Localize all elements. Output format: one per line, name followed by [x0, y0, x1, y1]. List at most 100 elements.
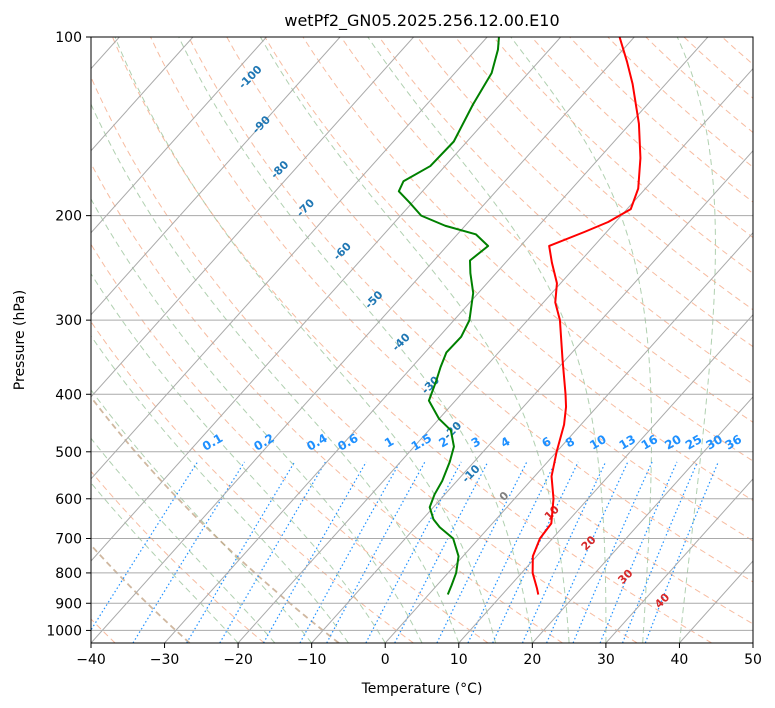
mixing-ratio-label: 8: [563, 434, 577, 450]
dry-adiabat-label: -100: [236, 63, 265, 92]
y-tick-label: 1000: [46, 623, 82, 639]
moist-adiabat-line: [91, 437, 276, 643]
isotherm-line: [91, 37, 194, 152]
y-axis-label: Pressure (hPa): [12, 290, 28, 390]
mixing-ratio-line: [599, 461, 678, 643]
isotherm-line: [679, 560, 753, 643]
isotherm-line: [384, 232, 753, 643]
isotherm-line: [458, 314, 753, 643]
x-tick-label: 30: [597, 652, 615, 668]
mixing-ratio-label: 36: [723, 432, 744, 452]
y-tick-label: 700: [55, 532, 82, 548]
dry-adiabat-line: [91, 76, 638, 643]
dry-adiabat-line: [91, 395, 340, 643]
y-axis-ticks: 100 200 300 400 500 600 700 800 900 1000: [46, 30, 91, 639]
chart-title: wetPf2_GN05.2025.256.12.00.E10: [284, 11, 559, 31]
y-tick-label: 200: [55, 209, 82, 225]
mixing-ratio-label: 0.1: [200, 431, 225, 454]
dry-adiabat-line: [91, 470, 265, 643]
dry-adiabat-line: [645, 37, 753, 134]
y-tick-label: 900: [55, 596, 82, 612]
x-tick-label: −10: [297, 652, 327, 668]
temperature-profile-line: [531, 37, 642, 595]
moist-adiabat-line: [91, 272, 386, 643]
x-tick-label: 50: [744, 652, 762, 668]
moist-adiabat-line: [676, 37, 716, 643]
dry-adiabat-line: [683, 37, 753, 99]
isotherm-line: [311, 149, 753, 643]
x-tick-label: 10: [450, 652, 468, 668]
mixing-ratio-label: 13: [617, 432, 638, 452]
y-tick-label: 500: [55, 445, 82, 461]
isotherm-line: [605, 478, 753, 643]
dry-adiabat-line: [340, 37, 753, 423]
moist-adiabat-line: [91, 198, 423, 643]
x-axis-ticks: −40 −30 −20 −10 0 10 20 30 40 50: [76, 643, 762, 668]
isotherm-line: [91, 37, 562, 562]
y-tick-label: 600: [55, 492, 82, 508]
isotherm-line: [91, 37, 267, 234]
isotherm-line: [237, 67, 753, 643]
x-tick-label: 20: [523, 652, 541, 668]
mixing-ratio-line: [91, 461, 199, 632]
dewpoint-profile-line: [397, 37, 500, 595]
dry-adiabat-line: [454, 37, 753, 311]
y-tick-label: 100: [55, 30, 82, 46]
y-tick-label: 800: [55, 566, 82, 582]
dry-adiabat-line: [721, 37, 753, 65]
mixing-ratio-line: [644, 461, 719, 643]
isotherm-line: [91, 37, 414, 398]
y-tick-label: 400: [55, 387, 82, 403]
dry-adiabat-label: 20: [579, 533, 599, 553]
x-tick-label: −30: [150, 652, 180, 668]
moist-adiabat-line: [91, 482, 239, 643]
mixing-ratio-label: 1.5: [409, 431, 434, 454]
moist-adiabat-line: [178, 37, 533, 643]
dry-adiabat-label: 40: [652, 591, 672, 611]
mixing-ratio-lines: [91, 461, 719, 643]
mixing-ratio-label: 16: [639, 432, 660, 452]
moist-adiabat-line: [259, 37, 570, 643]
mixing-ratio-line: [186, 461, 296, 643]
isotherm-line: [91, 37, 635, 643]
dry-adiabat-line: [111, 37, 713, 643]
mixing-ratio-label: 6: [539, 434, 553, 450]
adiabat-labels: 0.1 0.2 0.4 0.6 1 1.5 2 3 4 6 8 10 13 16 20 25 3036-100-…: [200, 63, 744, 611]
dry-adiabat-line: [607, 37, 753, 168]
x-tick-label: 0: [381, 652, 390, 668]
dry-adiabat-line: [91, 162, 563, 643]
mixing-ratio-line: [365, 461, 462, 643]
isotherm-line: [531, 396, 753, 643]
y-tick-label: 300: [55, 313, 82, 329]
moist-adiabat-line: [367, 37, 607, 643]
plot-frame: [90, 36, 754, 644]
dry-adiabat-line: [264, 37, 753, 502]
x-tick-label: −40: [76, 652, 106, 668]
mixing-ratio-label: 10: [587, 432, 608, 452]
dry-adiabat-label: -60: [331, 240, 354, 263]
mixing-ratio-line: [546, 461, 629, 643]
mixing-ratio-line: [621, 461, 699, 643]
dry-adiabat-label: -10: [459, 462, 482, 485]
dry-adiabat-label: -50: [362, 288, 385, 311]
pressure-gridlines: [91, 37, 753, 631]
mixing-ratio-label: 0.6: [335, 431, 360, 454]
mixing-ratio-line: [262, 461, 367, 643]
isotherm-line: [91, 37, 341, 316]
moist-adiabat-line: [114, 37, 497, 643]
moist-adiabat-line: [91, 335, 349, 643]
x-axis-label: Temperature (°C): [361, 681, 483, 697]
x-tick-label: 40: [671, 652, 689, 668]
dry-adiabat-line: [91, 243, 489, 643]
mixing-ratio-line: [521, 461, 607, 643]
dry-adiabat-line: [226, 37, 753, 542]
dry-adiabat-line: [568, 37, 753, 203]
moist-adiabat-line: [510, 37, 653, 643]
dry-adiabat-label: -80: [268, 158, 291, 181]
mixing-ratio-line: [492, 461, 579, 643]
dry-adiabat-line: [416, 37, 753, 348]
isotherms: [91, 37, 753, 643]
mixing-ratio-label: 20: [662, 432, 683, 452]
dry-adiabat-line: [188, 37, 753, 583]
